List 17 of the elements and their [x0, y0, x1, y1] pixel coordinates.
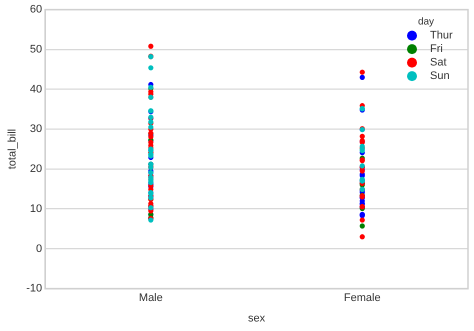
legend-title: day — [418, 16, 434, 28]
y-tick-label: 20 — [30, 163, 42, 176]
y-tick-label: 10 — [30, 202, 42, 215]
legend-label: Sat — [430, 56, 447, 69]
legend-label: Fri — [430, 43, 443, 56]
x-tick-label: Male — [138, 292, 163, 304]
y-tick-label: -10 — [26, 282, 42, 295]
legend-label: Sun — [430, 70, 450, 82]
y-tick-label: 30 — [30, 123, 42, 136]
x-axis-title: sex — [248, 312, 266, 324]
x-tick-label: Female — [344, 292, 381, 304]
y-tick-label: 40 — [30, 83, 42, 96]
y-tick-label: 60 — [30, 4, 42, 16]
y-tick-label: 0 — [36, 242, 42, 255]
y-axis-title: total_bill — [6, 128, 19, 170]
legend-label: Thur — [430, 30, 453, 42]
y-tick-label: 50 — [30, 43, 42, 56]
